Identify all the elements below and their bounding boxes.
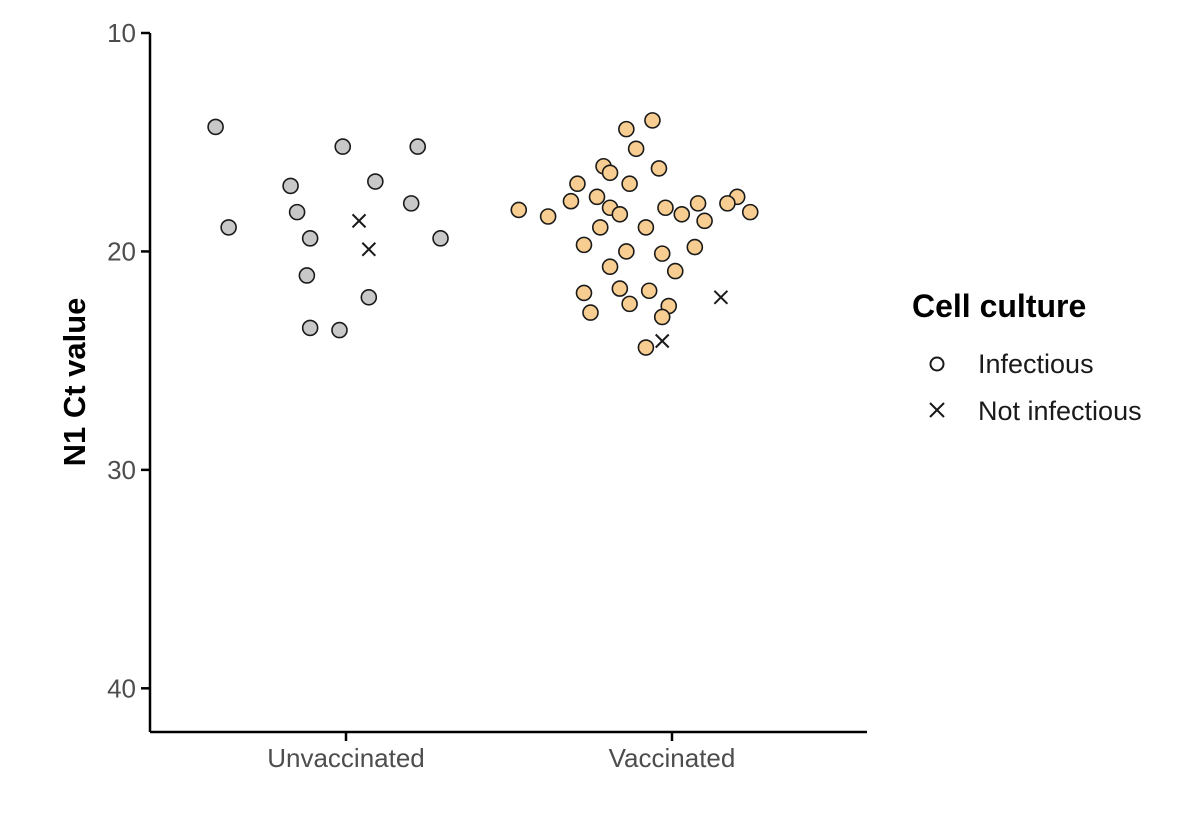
y-axis-title: N1 Ct value	[57, 298, 92, 467]
data-point-infectious	[644, 112, 661, 129]
plot-layer	[207, 112, 759, 356]
data-point-infectious	[432, 230, 449, 247]
data-point-not-infectious	[361, 242, 377, 257]
data-point-infectious	[618, 120, 635, 138]
data-point-infectious	[360, 289, 378, 306]
y-tick-label: 20	[107, 236, 136, 266]
data-point-infectious	[582, 304, 599, 321]
data-point-not-infectious	[655, 333, 670, 349]
data-point-infectious	[686, 238, 704, 256]
data-point-infectious	[653, 308, 671, 326]
data-point-infectious	[334, 138, 352, 155]
data-point-infectious	[301, 230, 319, 247]
data-point-infectious	[539, 208, 557, 225]
legend: Cell culture Infectious Not infectious	[912, 288, 1142, 426]
legend-title: Cell culture	[912, 288, 1086, 324]
data-point-infectious	[301, 319, 319, 337]
data-point-infectious	[575, 284, 593, 302]
x-ticks: Unvaccinated Vaccinated	[267, 732, 735, 773]
y-tick-label: 30	[107, 455, 136, 485]
data-point-infectious	[588, 188, 606, 206]
data-point-infectious	[696, 212, 713, 230]
data-point-infectious	[367, 173, 384, 190]
data-point-infectious	[288, 203, 306, 221]
data-point-infectious	[666, 262, 684, 280]
data-point-infectious	[601, 164, 619, 182]
data-point-infectious	[741, 203, 759, 221]
data-point-infectious	[637, 339, 655, 356]
data-point-infectious	[689, 195, 707, 212]
data-point-not-infectious	[351, 213, 367, 229]
data-point-infectious	[569, 175, 586, 193]
data-point-infectious	[562, 192, 580, 210]
data-point-infectious	[591, 219, 609, 236]
data-point-infectious	[640, 282, 658, 300]
y-tick-label: 10	[107, 18, 136, 48]
data-point-infectious	[575, 236, 593, 254]
legend-not-infectious-label: Not infectious	[978, 396, 1142, 426]
x-tick-label: Vaccinated	[609, 743, 736, 773]
data-point-infectious	[653, 245, 671, 262]
data-point-infectious	[207, 118, 224, 136]
data-point-not-infectious	[713, 290, 729, 305]
axes	[148, 33, 867, 734]
data-point-infectious	[510, 201, 528, 219]
data-point-infectious	[402, 195, 420, 212]
x-tick-label: Unvaccinated	[267, 743, 425, 773]
data-point-infectious	[611, 206, 629, 223]
legend-infectious-label: Infectious	[978, 349, 1094, 379]
data-point-infectious	[611, 280, 629, 297]
data-point-infectious	[637, 219, 655, 236]
data-point-infectious	[621, 295, 638, 313]
data-point-infectious	[657, 199, 674, 217]
data-point-infectious	[409, 138, 427, 155]
data-point-infectious	[298, 267, 316, 284]
data-point-infectious	[719, 195, 736, 212]
data-point-infectious	[220, 219, 237, 236]
data-point-infectious	[650, 160, 668, 177]
data-point-infectious	[627, 140, 645, 158]
y-tick-label: 40	[107, 673, 136, 703]
legend-infectious-marker-icon	[929, 356, 945, 372]
data-point-infectious	[282, 177, 299, 195]
data-point-infectious	[673, 206, 691, 223]
data-point-infectious	[618, 243, 635, 260]
y-ticks: 10 20 30 40	[107, 18, 150, 703]
data-point-infectious	[601, 258, 619, 276]
data-point-infectious	[621, 175, 638, 193]
legend-not-infectious-marker-icon	[929, 402, 945, 418]
data-point-infectious	[331, 321, 348, 339]
